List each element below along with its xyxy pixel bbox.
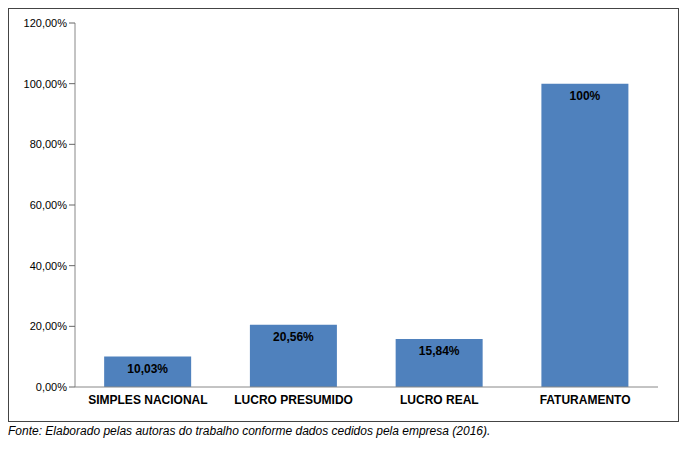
svg-text:10,03%: 10,03% — [127, 362, 168, 376]
svg-text:LUCRO PRESUMIDO: LUCRO PRESUMIDO — [234, 393, 353, 407]
svg-text:20,56%: 20,56% — [273, 330, 314, 344]
svg-text:FATURAMENTO: FATURAMENTO — [540, 393, 631, 407]
svg-text:120,00%: 120,00% — [24, 17, 68, 29]
svg-text:15,84%: 15,84% — [419, 344, 460, 358]
svg-text:0,00%: 0,00% — [36, 381, 67, 393]
svg-text:100%: 100% — [570, 89, 601, 103]
svg-text:80,00%: 80,00% — [30, 138, 68, 150]
svg-text:40,00%: 40,00% — [30, 260, 68, 272]
svg-text:60,00%: 60,00% — [30, 199, 68, 211]
svg-text:20,00%: 20,00% — [30, 320, 68, 332]
svg-text:LUCRO REAL: LUCRO REAL — [400, 393, 479, 407]
html-text:Fonte: Elaborado pelas autoras: Fonte: Elaborado pelas autoras do trabal… — [8, 424, 491, 438]
svg-text:100,00%: 100,00% — [24, 78, 68, 90]
svg-text:SIMPLES NACIONAL: SIMPLES NACIONAL — [88, 393, 207, 407]
